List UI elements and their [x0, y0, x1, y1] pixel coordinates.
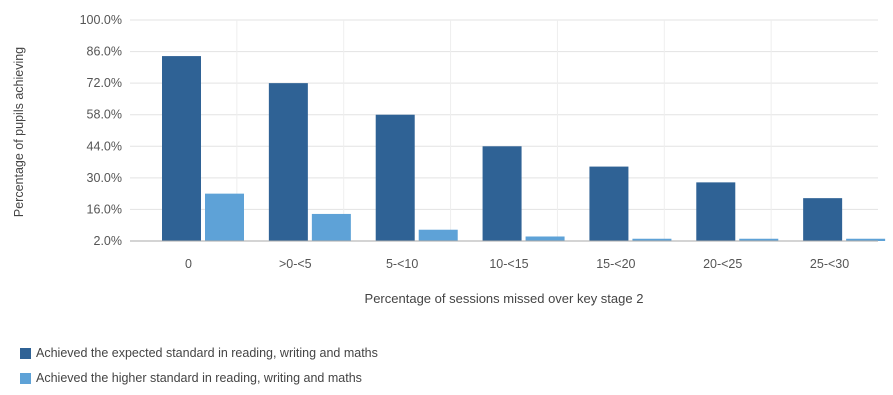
y-tick-label-4: 58.0% — [87, 108, 122, 122]
grid-lines — [130, 19, 878, 241]
x-tick-label-2: 5-<10 — [386, 257, 418, 271]
bar-expected-6 — [803, 198, 843, 241]
y-axis-ticks: 2.0% 16.0% 30.0% 44.0% 58.0% 72.0% 86.0% 100.0% — [80, 13, 122, 248]
x-axis-label: Percentage of sessions missed over key s… — [365, 291, 644, 306]
legend-label-higher: Achieved the higher standard in reading,… — [36, 371, 362, 385]
x-tick-label-4: 15-<20 — [596, 257, 635, 271]
legend-label-expected: Achieved the expected standard in readin… — [36, 346, 378, 360]
bar-higher-5 — [739, 238, 779, 241]
bar-higher-2 — [418, 229, 458, 241]
y-tick-label-0: 2.0% — [94, 234, 123, 248]
bar-expected-4 — [589, 166, 629, 241]
bars — [162, 56, 886, 242]
bar-expected-5 — [696, 182, 736, 241]
y-tick-label-1: 16.0% — [87, 202, 122, 216]
legend-swatch-expected — [20, 347, 31, 359]
x-tick-label-0: 0 — [185, 257, 192, 271]
x-tick-label-3: 10-<15 — [489, 257, 528, 271]
legend: Achieved the expected standard in readin… — [20, 343, 378, 393]
legend-swatch-higher — [20, 372, 31, 384]
legend-item-expected: Achieved the expected standard in readin… — [20, 343, 378, 363]
y-tick-label-7: 100.0% — [80, 13, 122, 27]
x-axis-ticks: 0 >0-<5 5-<10 10-<15 15-<20 20-<25 25-<30 — [185, 257, 849, 271]
bar-expected-2 — [375, 114, 415, 241]
bar-higher-1 — [311, 213, 351, 241]
x-tick-label-1: >0-<5 — [279, 257, 312, 271]
x-tick-label-6: 25-<30 — [810, 257, 849, 271]
bar-higher-3 — [525, 236, 565, 241]
y-tick-label-3: 44.0% — [87, 139, 122, 153]
x-tick-label-5: 20-<25 — [703, 257, 742, 271]
bar-higher-6 — [846, 238, 886, 241]
bar-expected-3 — [482, 146, 522, 241]
bar-higher-4 — [632, 238, 672, 241]
y-tick-label-5: 72.0% — [87, 76, 122, 90]
y-axis-label: Percentage of pupils achieving — [12, 47, 26, 217]
bar-expected-0 — [162, 56, 201, 241]
y-tick-label-2: 30.0% — [87, 171, 122, 185]
bar-higher-0 — [205, 193, 244, 241]
bar-expected-1 — [268, 83, 308, 242]
legend-item-higher: Achieved the higher standard in reading,… — [20, 368, 378, 388]
y-tick-label-6: 86.0% — [87, 45, 122, 59]
